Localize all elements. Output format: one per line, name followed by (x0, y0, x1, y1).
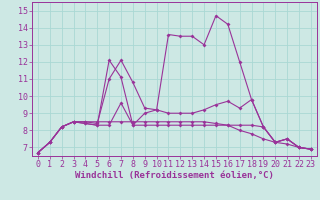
X-axis label: Windchill (Refroidissement éolien,°C): Windchill (Refroidissement éolien,°C) (75, 171, 274, 180)
